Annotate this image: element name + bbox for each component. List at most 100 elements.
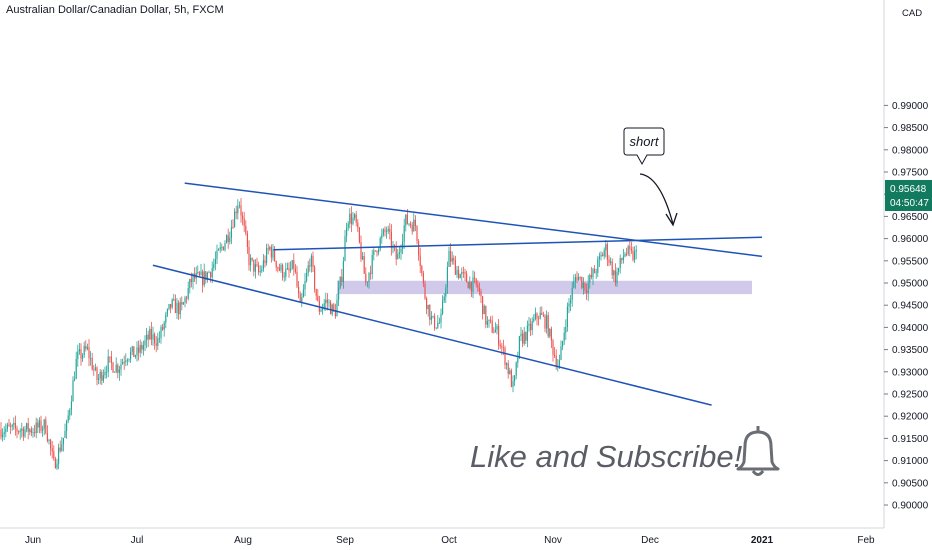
candle-body: [310, 256, 312, 267]
candle-body: [160, 327, 162, 339]
candle-body: [549, 328, 551, 337]
support-zone: [337, 280, 752, 295]
candle-body: [554, 354, 556, 356]
candle-body: [469, 281, 471, 289]
candle-body: [454, 260, 456, 275]
candle-body: [451, 258, 453, 262]
candle-body: [579, 276, 581, 278]
candle-body: [474, 277, 476, 279]
candle-body: [470, 281, 472, 292]
candle-body: [3, 432, 5, 435]
candle-body: [371, 255, 373, 275]
candle-body: [192, 273, 194, 283]
candle-body: [117, 364, 119, 373]
candle-body: [504, 347, 506, 365]
candle-body: [314, 267, 316, 289]
candle-body: [43, 419, 45, 429]
candle-body: [349, 213, 351, 224]
candle-body: [510, 370, 512, 387]
candle-body: [301, 297, 303, 303]
candle-body: [285, 269, 287, 277]
candle-body: [531, 321, 533, 331]
candle-body: [26, 423, 28, 430]
candle-body: [10, 426, 12, 428]
candle-body: [312, 256, 314, 268]
candle-body: [58, 447, 60, 464]
candle-body: [222, 246, 224, 251]
bell-icon: [736, 426, 780, 476]
candle-body: [398, 252, 400, 254]
candle-body: [333, 304, 335, 310]
candle-body: [165, 314, 167, 323]
candle-body: [296, 271, 298, 287]
candle-body: [432, 316, 434, 317]
candle-body: [434, 316, 436, 329]
candle-body: [155, 343, 157, 346]
candle-body: [19, 430, 21, 433]
candle-body: [613, 270, 615, 276]
candle-body: [360, 242, 362, 260]
candle-body: [83, 346, 85, 356]
candle-body: [304, 280, 306, 290]
candle-body: [498, 325, 500, 345]
candle-body: [370, 273, 372, 275]
candle-body: [608, 259, 610, 263]
candle-body: [614, 270, 616, 284]
candle-body: [299, 293, 301, 303]
candle-body: [146, 334, 148, 341]
candle-body: [238, 205, 240, 207]
candle-body: [5, 428, 7, 433]
candle-body: [373, 250, 375, 256]
candle-body: [259, 271, 261, 273]
candle-body: [522, 333, 524, 344]
candle-body: [30, 429, 32, 433]
candle-body: [466, 273, 468, 283]
candle-body: [229, 237, 231, 242]
candle-body: [232, 227, 234, 228]
candle-body: [589, 274, 591, 283]
candle-body: [224, 243, 226, 251]
candle-body: [205, 271, 207, 281]
candle-body: [486, 321, 488, 325]
candle-body: [629, 246, 631, 249]
candle-body: [600, 254, 602, 257]
candle-body: [488, 319, 490, 322]
candle-body: [491, 320, 493, 333]
candle-body: [323, 303, 325, 308]
y-tick-label: 0.92500: [892, 390, 929, 401]
candle-body: [603, 250, 605, 257]
candle-body: [90, 358, 92, 359]
candle-body: [376, 250, 378, 253]
candle-body: [290, 268, 292, 271]
candle-body: [102, 375, 104, 381]
candle-body: [54, 458, 56, 469]
candle-body: [114, 371, 116, 373]
y-tick-label: 0.91500: [892, 434, 929, 445]
candle-body: [354, 214, 356, 218]
candle-body: [134, 355, 136, 357]
inner-trendline: [273, 236, 763, 251]
candle-body: [453, 258, 455, 261]
candle-body: [634, 251, 636, 260]
candle-body: [179, 302, 181, 315]
candle-body: [16, 428, 18, 432]
candle-body: [122, 362, 124, 365]
candle-body: [75, 358, 77, 379]
candle-body: [389, 229, 391, 232]
candle-body: [357, 222, 359, 228]
candle-body: [237, 206, 239, 214]
candle-body: [325, 299, 327, 304]
candle-body: [118, 369, 120, 373]
candle-body: [587, 282, 589, 294]
candle-body: [490, 319, 492, 321]
candle-body: [472, 277, 474, 292]
candle-body: [621, 258, 623, 261]
candle-body: [206, 272, 208, 281]
candle-body: [424, 283, 426, 299]
candle-body: [485, 305, 487, 325]
candle-body: [602, 254, 604, 257]
candle-body: [144, 340, 146, 346]
candle-body: [467, 282, 469, 289]
y-tick-label: 0.90000: [892, 501, 929, 512]
